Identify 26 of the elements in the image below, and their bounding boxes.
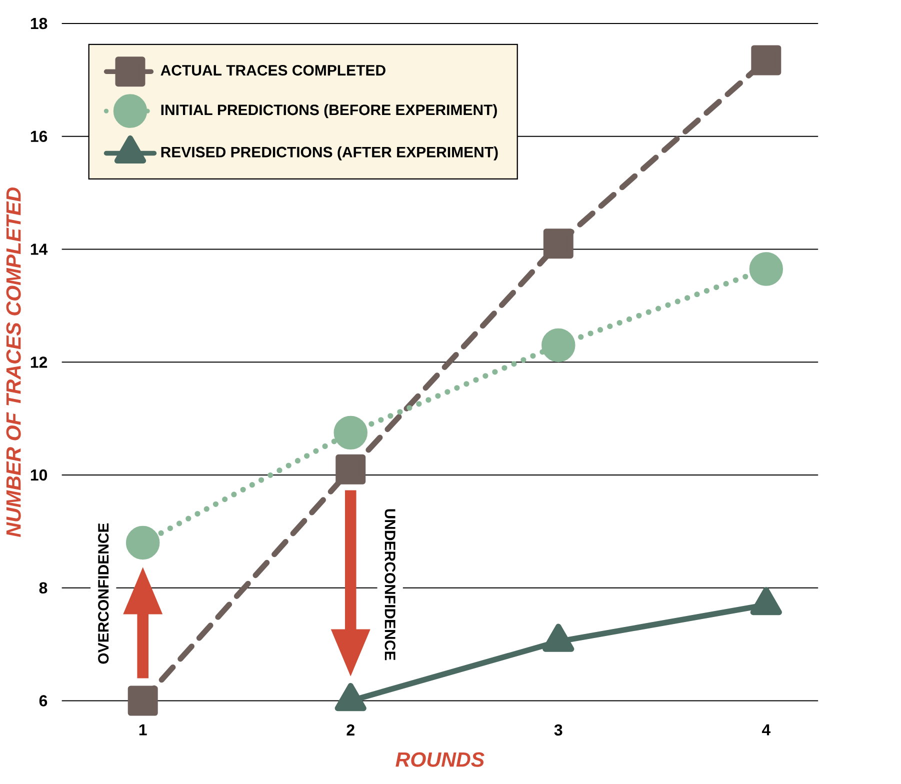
legend-label: REVISED PREDICTIONS (AFTER EXPERIMENT) xyxy=(161,146,498,161)
y-tick-label: 18 xyxy=(30,18,48,30)
x-tick-label: 4 xyxy=(762,724,771,736)
legend-label: ACTUAL TRACES COMPLETED xyxy=(160,65,386,76)
y-tick-label: 6 xyxy=(39,695,48,707)
x-tick-label: 3 xyxy=(554,724,562,736)
point xyxy=(128,686,158,716)
x-axis-title: ROUNDS xyxy=(396,752,484,768)
x-tick-label: 2 xyxy=(346,724,354,736)
point xyxy=(751,45,782,76)
point xyxy=(543,228,574,259)
legend-label: INITIAL PREDICTIONS (BEFORE EXPERIMENT) xyxy=(161,104,497,118)
y-tick-label: 16 xyxy=(30,130,48,142)
point xyxy=(126,526,160,560)
point xyxy=(336,454,366,485)
y-tick-label: 8 xyxy=(39,582,48,594)
y-tick-label: 10 xyxy=(30,470,48,481)
y-tick-label: 14 xyxy=(30,244,48,255)
point xyxy=(749,252,784,286)
annotation: UNDERCONFIDENCE xyxy=(384,509,396,660)
y-tick-label: 12 xyxy=(30,356,48,368)
point xyxy=(542,328,576,362)
x-tick-label: 1 xyxy=(139,724,147,736)
annotation: OVERCONFIDENCE xyxy=(98,524,109,664)
point xyxy=(334,416,368,450)
y-axis-title: NUMBER OF TRACES COMPLETED xyxy=(6,188,21,538)
